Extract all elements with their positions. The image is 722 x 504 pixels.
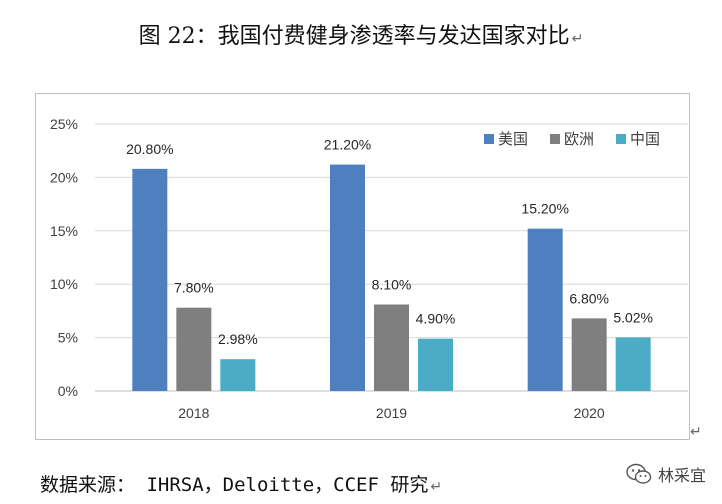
bars — [132, 164, 651, 391]
return-mark-frame: ↵ — [690, 424, 702, 440]
data-label: 20.80% — [126, 141, 173, 157]
chart-frame — [35, 93, 690, 440]
legend-label: 美国 — [498, 130, 528, 148]
y-axis: 0% 5% 10% 15% 20% 25% — [50, 116, 78, 399]
bar — [571, 318, 607, 391]
bar — [615, 337, 651, 391]
bar — [527, 228, 563, 391]
chart-title-text: 图 22：我国付费健身渗透率与发达国家对比 — [138, 24, 570, 49]
data-label: 5.02% — [613, 309, 653, 325]
data-label: 7.80% — [174, 280, 214, 296]
data-label: 2.98% — [218, 331, 258, 347]
y-tick-label: 20% — [50, 169, 78, 185]
y-tick-label: 5% — [58, 330, 78, 346]
legend-swatch — [484, 134, 494, 144]
legend-label: 欧洲 — [564, 130, 594, 148]
data-label: 21.20% — [324, 137, 371, 153]
watermark: 林采宜 — [626, 462, 706, 486]
watermark-text: 林采宜 — [657, 466, 706, 485]
data-label: 15.20% — [521, 201, 568, 217]
source-text: 数据来源： IHRSA，Deloitte，CCEF 研究 — [40, 474, 429, 496]
chart-title: 图 22：我国付费健身渗透率与发达国家对比 ↵ — [0, 18, 722, 50]
bar — [418, 338, 453, 391]
source-note: 数据来源： IHRSA，Deloitte，CCEF 研究 ↵ — [40, 470, 442, 497]
y-tick-label: 15% — [50, 223, 78, 239]
bar — [330, 164, 365, 391]
wechat-icon — [626, 463, 652, 484]
return-mark: ↵ — [430, 479, 443, 495]
legend-swatch — [550, 134, 560, 144]
y-tick-label: 10% — [50, 276, 78, 292]
legend: 美国 欧洲 中国 — [484, 130, 660, 148]
y-tick-label: 0% — [58, 383, 78, 399]
bar — [220, 359, 256, 391]
data-label: 4.90% — [416, 311, 456, 327]
bar — [176, 307, 212, 391]
bar — [132, 168, 168, 391]
x-tick-label: 2019 — [376, 405, 407, 421]
x-tick-label: 2020 — [574, 405, 605, 421]
data-labels: 20.80% 7.80% 2.98% 21.20% 8.10% 4.90% 15.20% 6.… — [126, 137, 653, 348]
y-tick-label: 25% — [50, 116, 78, 132]
return-mark: ↵ — [571, 31, 584, 47]
x-axis: 2018 2019 2020 — [178, 405, 605, 421]
data-label: 6.80% — [569, 290, 609, 306]
bar — [374, 304, 409, 391]
legend-label: 中国 — [630, 130, 660, 148]
data-label: 8.10% — [372, 276, 412, 292]
x-tick-label: 2018 — [178, 405, 209, 421]
legend-swatch — [616, 134, 626, 144]
